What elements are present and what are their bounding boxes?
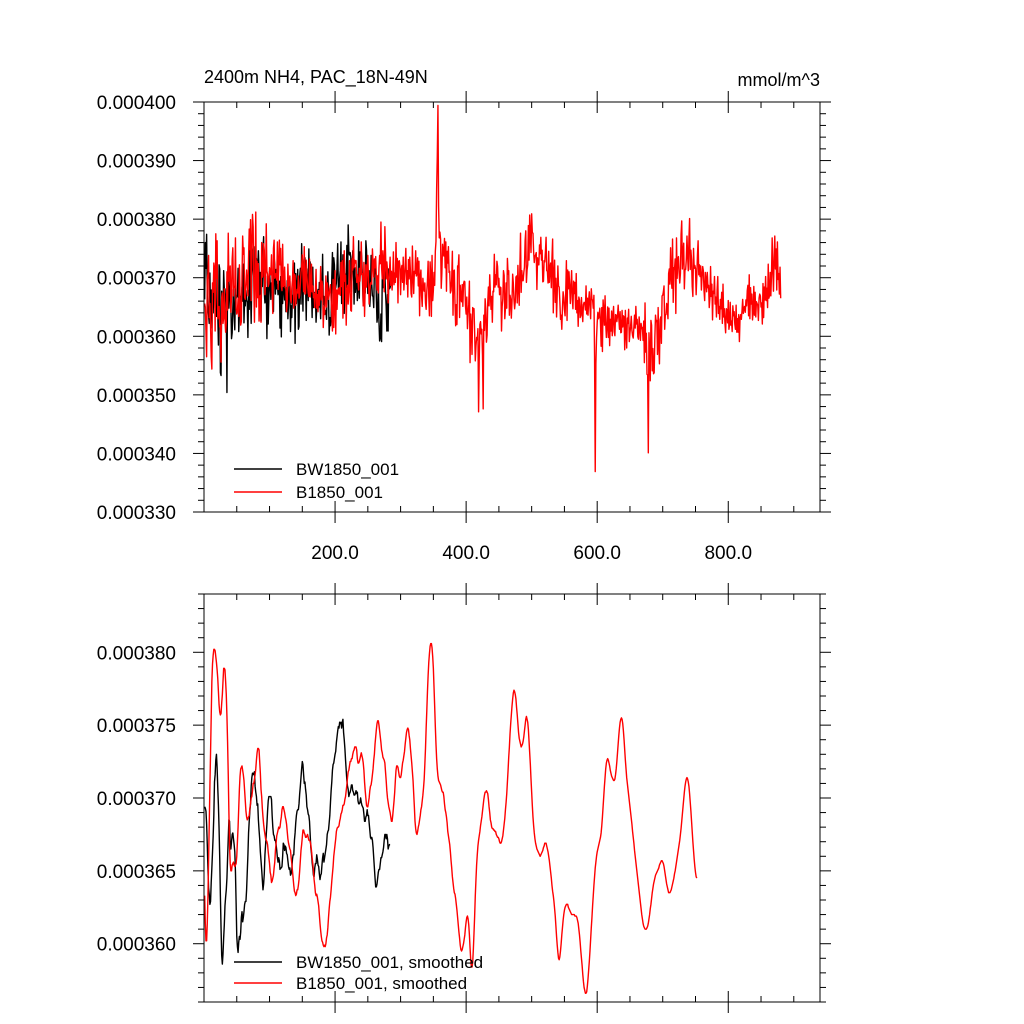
top-x-tick-label: 200.0 [311, 543, 359, 564]
top-plot-frame [203, 101, 821, 513]
top-y-tick-label: 0.000380 [97, 210, 176, 231]
top-y-tick-label: 0.000360 [97, 327, 176, 348]
top-y-tick-label: 0.000390 [97, 152, 176, 173]
top-y-tick-label: 0.000370 [97, 269, 176, 290]
bottom-y-tick-label: 0.000375 [97, 716, 176, 737]
bottom-series-line-0 [204, 718, 391, 965]
top-series-line-1 [203, 104, 782, 473]
bottom-y-tick-label: 0.000365 [97, 862, 176, 883]
top-x-tick-label: 600.0 [573, 543, 621, 564]
top-y-tick-label: 0.000400 [97, 93, 176, 114]
bottom-y-tick-label: 0.000360 [97, 935, 176, 956]
top-legend-label-0: BW1850_001 [296, 460, 399, 479]
units-label: mmol/m^3 [738, 70, 820, 90]
bottom-y-tick-label: 0.000370 [97, 789, 176, 810]
top-panel: 0.000330 0.000340 0.000350 0.000360 0.000370… [97, 67, 831, 564]
bottom-series-line-1 [203, 642, 698, 994]
chart-title: 2400m NH4, PAC_18N-49N [204, 67, 428, 88]
bottom-panel: 0.000360 0.000365 0.000370 0.000375 0.000380… [97, 583, 831, 1013]
top-x-tick-label: 800.0 [704, 543, 752, 564]
bottom-legend-label-0: BW1850_001, smoothed [296, 953, 483, 972]
top-x-tick-label: 400.0 [442, 543, 490, 564]
top-legend-label-1: B1850_001 [296, 483, 383, 502]
bottom-plot-frame [203, 593, 821, 1003]
top-y-tick-label: 0.000330 [97, 503, 176, 524]
top-y-tick-label: 0.000350 [97, 386, 176, 407]
bottom-y-tick-label: 0.000380 [97, 643, 176, 664]
top-y-tick-label: 0.000340 [97, 444, 176, 465]
bottom-legend-label-1: B1850_001, smoothed [296, 974, 467, 993]
